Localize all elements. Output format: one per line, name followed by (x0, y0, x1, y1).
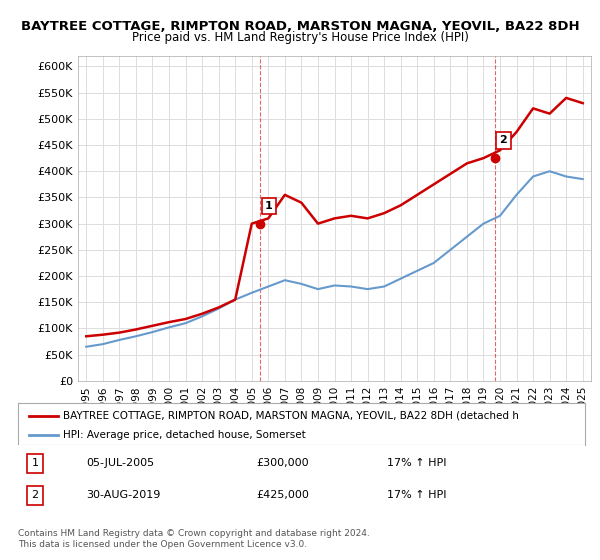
Text: BAYTREE COTTAGE, RIMPTON ROAD, MARSTON MAGNA, YEOVIL, BA22 8DH (detached h: BAYTREE COTTAGE, RIMPTON ROAD, MARSTON M… (64, 411, 519, 421)
Text: 2: 2 (499, 136, 507, 146)
Text: 2: 2 (31, 491, 38, 501)
Text: £425,000: £425,000 (256, 491, 309, 501)
Text: Price paid vs. HM Land Registry's House Price Index (HPI): Price paid vs. HM Land Registry's House … (131, 31, 469, 44)
Text: £300,000: £300,000 (256, 458, 309, 468)
Text: 17% ↑ HPI: 17% ↑ HPI (386, 458, 446, 468)
Text: 30-AUG-2019: 30-AUG-2019 (86, 491, 160, 501)
Text: 17% ↑ HPI: 17% ↑ HPI (386, 491, 446, 501)
Text: 05-JUL-2005: 05-JUL-2005 (86, 458, 154, 468)
Text: HPI: Average price, detached house, Somerset: HPI: Average price, detached house, Some… (64, 430, 306, 440)
Text: 1: 1 (265, 201, 273, 211)
Text: BAYTREE COTTAGE, RIMPTON ROAD, MARSTON MAGNA, YEOVIL, BA22 8DH: BAYTREE COTTAGE, RIMPTON ROAD, MARSTON M… (20, 20, 580, 32)
Text: Contains HM Land Registry data © Crown copyright and database right 2024.
This d: Contains HM Land Registry data © Crown c… (18, 529, 370, 549)
Text: 1: 1 (32, 458, 38, 468)
